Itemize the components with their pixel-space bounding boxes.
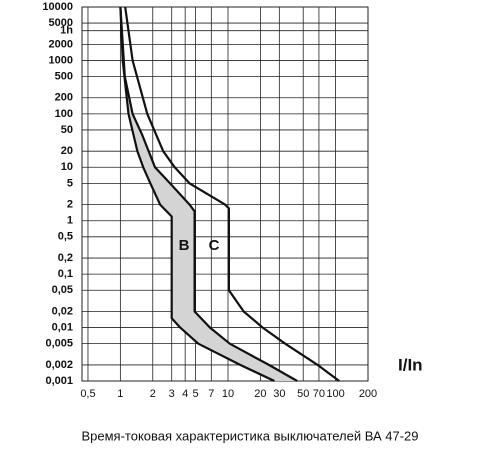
curve-label: B — [179, 237, 190, 254]
y-tick-label: 1000 — [49, 54, 73, 66]
x-tick-label: 1 — [117, 388, 123, 400]
x-tick-label: 5 — [193, 388, 199, 400]
y-tick-label: 0,002 — [45, 359, 73, 371]
y-tick-label: 1 — [67, 215, 73, 227]
curve-label: C — [209, 237, 220, 254]
x-tick-label: 4 — [182, 388, 188, 400]
y-tick-label: 0,1 — [58, 268, 73, 280]
y-tick-label: 500 — [55, 70, 73, 82]
x-axis-label: I/In — [398, 355, 423, 374]
x-tick-label: 3 — [169, 388, 175, 400]
y-tick-label: 5000 — [49, 17, 73, 29]
x-tick-label: 7 — [208, 388, 214, 400]
curve-line — [119, 6, 275, 382]
y-tick-label: 0,01 — [52, 321, 73, 333]
y-tick-label: 10 — [61, 161, 73, 173]
chart-title: Время-токовая характеристика выключателе… — [81, 428, 418, 443]
y-tick-label: 10000 — [42, 1, 73, 13]
x-tick-label: 0,5 — [80, 388, 95, 400]
curve-line — [124, 6, 340, 382]
y-tick-label: 1h — [60, 25, 73, 37]
y-tick-label: 0,2 — [58, 252, 73, 264]
curve-line — [119, 6, 298, 382]
y-tick-label: 50 — [61, 124, 73, 136]
y-tick-label: 0,001 — [45, 375, 73, 387]
x-tick-label: 50 — [297, 388, 309, 400]
y-tick-label: 100 — [55, 108, 73, 120]
y-tick-label: 2 — [67, 199, 73, 211]
y-tick-label: 0,05 — [52, 284, 73, 296]
x-tick-label: 100 — [326, 388, 344, 400]
y-tick-label: 2000 — [49, 38, 73, 50]
x-tick-label: 10 — [222, 388, 234, 400]
x-tick-label: 30 — [273, 388, 285, 400]
x-tick-label: 20 — [254, 388, 266, 400]
y-tick-label: 5 — [67, 177, 73, 189]
x-tick-label: 200 — [359, 388, 377, 400]
y-tick-label: 0,005 — [45, 338, 73, 350]
x-tick-label: 2 — [150, 388, 156, 400]
x-tick-label: 70 — [313, 388, 325, 400]
y-tick-label: 200 — [55, 92, 73, 104]
y-tick-label: 20 — [61, 145, 73, 157]
y-tick-label: 0,5 — [58, 231, 73, 243]
y-tick-label: 0,02 — [52, 305, 73, 317]
